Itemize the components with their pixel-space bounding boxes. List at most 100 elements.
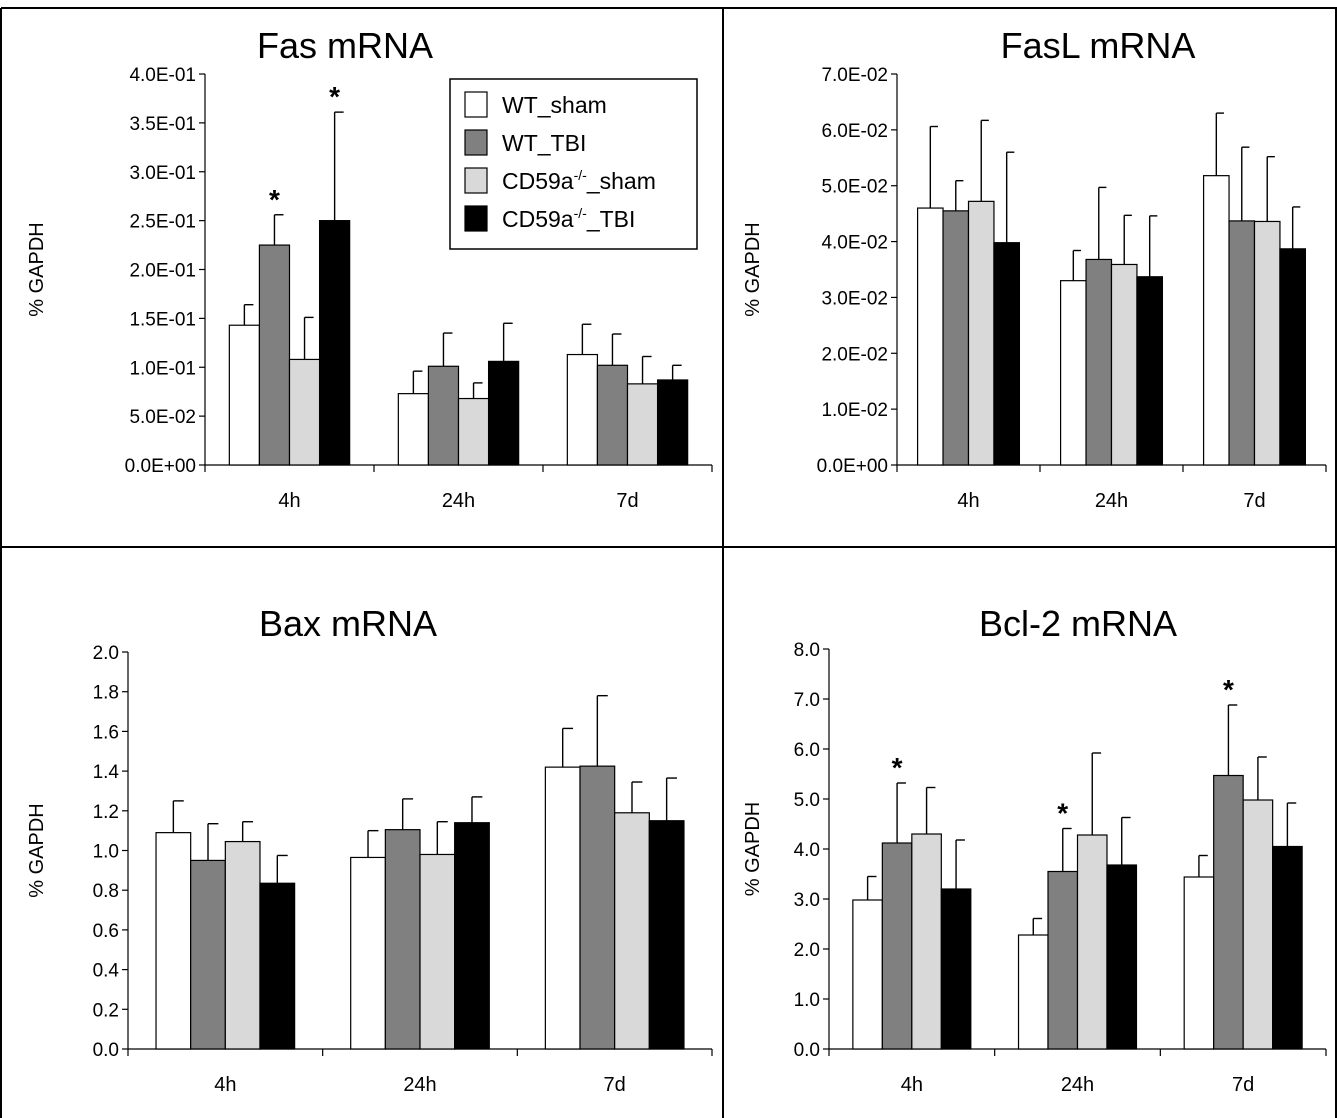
charts-layer: Fas mRNA % GAPDH 0.0E+00 5.0E-02 1.0E-01 1.5E… <box>26 25 1327 1096</box>
panel-frame <box>0 7 1337 1118</box>
y-tick-label: 1.4 <box>93 762 120 783</box>
y-tick-label: 1.0E-02 <box>821 400 888 421</box>
x-tick-label: 4h <box>901 1074 923 1096</box>
chart-title: FasL mRNA <box>1001 25 1196 66</box>
y-tick-label: 0.0 <box>93 1040 119 1061</box>
bar <box>397 393 430 466</box>
x-tick-label: 7d <box>1243 490 1265 512</box>
chart-panel-2: FasL mRNA % GAPDH 0.0E+00 1.0E-02 2.0E-02 3.0… <box>742 25 1327 512</box>
y-tick-label: 3.5E-01 <box>129 114 196 135</box>
y-tick-label: 4.0E-02 <box>821 233 888 254</box>
legend-swatch <box>464 167 488 194</box>
bar <box>852 899 883 1050</box>
bar <box>224 840 261 1050</box>
y-axis-label: % GAPDH <box>26 803 48 897</box>
x-tick-label: 7d <box>616 490 638 512</box>
y-tick-label: 0.4 <box>93 961 120 982</box>
significance-mark: * <box>1223 674 1234 705</box>
legend: WT_sham WT_TBI CD59a-/-_sham CD59a-/-_TBI <box>449 78 698 250</box>
chart-title: Bcl-2 mRNA <box>979 603 1177 644</box>
bar <box>228 324 261 466</box>
y-tick-label: 7.0 <box>794 690 820 711</box>
y-tick-label: 2.0E-02 <box>821 344 888 365</box>
y-tick-label: 5.0 <box>794 790 820 811</box>
y-tick-label: 0.0 <box>794 1040 820 1061</box>
x-tick-label: 7d <box>1232 1074 1254 1096</box>
legend-label: CD59a-/-_sham <box>502 167 656 194</box>
y-tick-label: 7.0E-02 <box>821 65 888 86</box>
y-tick-label: 1.2 <box>93 802 119 823</box>
bar <box>656 379 689 466</box>
x-tick-label: 24h <box>442 490 475 512</box>
legend-swatch <box>464 205 488 232</box>
bar <box>350 856 386 1050</box>
x-tick-label: 24h <box>1061 1074 1094 1096</box>
y-tick-label: 3.0 <box>794 890 820 911</box>
bar <box>911 833 942 1050</box>
bar <box>1202 175 1230 466</box>
chart-title: Bax mRNA <box>259 603 437 644</box>
bar <box>1059 280 1087 466</box>
bar <box>566 353 599 466</box>
y-tick-label: 0.0E+00 <box>817 456 888 477</box>
bar <box>1136 276 1164 466</box>
bar <box>579 765 616 1050</box>
y-tick-label: 5.0E-02 <box>129 407 196 428</box>
y-tick-label: 3.0E-02 <box>821 288 888 309</box>
y-tick-label: 5.0E-02 <box>821 177 888 198</box>
bar <box>454 822 490 1050</box>
bar <box>258 244 291 466</box>
y-tick-label: 8.0 <box>794 640 820 661</box>
bar <box>1228 220 1256 466</box>
legend-swatch <box>464 91 488 118</box>
significance-mark: * <box>329 81 340 112</box>
x-tick-label: 4h <box>214 1074 236 1096</box>
bar <box>1272 845 1303 1050</box>
y-tick-label: 0.0E+00 <box>125 456 196 477</box>
bar <box>614 812 650 1050</box>
y-tick-label: 4.0E-01 <box>129 65 196 86</box>
bar <box>318 220 351 466</box>
legend-box <box>449 78 698 250</box>
y-tick-label: 0.2 <box>93 1000 119 1021</box>
bar <box>190 859 226 1050</box>
bar <box>942 210 970 466</box>
y-tick-label: 2.0 <box>794 940 820 961</box>
bar <box>1279 248 1307 466</box>
bar <box>596 364 629 466</box>
bar <box>1183 876 1215 1050</box>
y-tick-label: 6.0 <box>794 740 820 761</box>
x-tick-label: 24h <box>1095 490 1128 512</box>
legend-label: WT_TBI <box>502 130 586 156</box>
bar <box>155 832 192 1050</box>
y-tick-label: 2.0 <box>93 643 119 664</box>
legend-swatch <box>464 129 488 156</box>
y-tick-label: 1.8 <box>93 683 119 704</box>
chart-panel-3: Bax mRNA % GAPDH 0.0 0.2 0.4 0.6 0.8 1.0 1.2 1.4 1… <box>26 603 713 1096</box>
bar <box>487 360 520 466</box>
x-tick-label: 24h <box>403 1074 436 1096</box>
bar <box>544 766 581 1050</box>
bar <box>288 358 321 466</box>
legend-label: WT_sham <box>502 92 607 118</box>
bar <box>427 365 460 466</box>
legend-label: CD59a-/-_TBI <box>502 205 635 232</box>
significance-mark: * <box>269 184 280 215</box>
bar <box>1076 834 1108 1050</box>
y-tick-label: 6.0E-02 <box>821 121 888 142</box>
y-tick-label: 2.5E-01 <box>129 212 196 233</box>
bar <box>1242 799 1274 1050</box>
bar <box>1017 934 1049 1050</box>
chart-panel-1: Fas mRNA % GAPDH 0.0E+00 5.0E-02 1.0E-01 1.5E… <box>26 25 713 512</box>
significance-mark: * <box>892 752 903 783</box>
bar <box>916 207 944 466</box>
y-tick-label: 3.0E-01 <box>129 163 196 184</box>
bar <box>1110 263 1138 466</box>
y-tick-label: 2.0E-01 <box>129 261 196 282</box>
y-tick-label: 1.0 <box>93 842 119 863</box>
chart-title: Fas mRNA <box>257 25 433 66</box>
y-tick-label: 0.6 <box>93 921 119 942</box>
bar <box>457 397 490 466</box>
y-tick-label: 0.8 <box>93 881 119 902</box>
